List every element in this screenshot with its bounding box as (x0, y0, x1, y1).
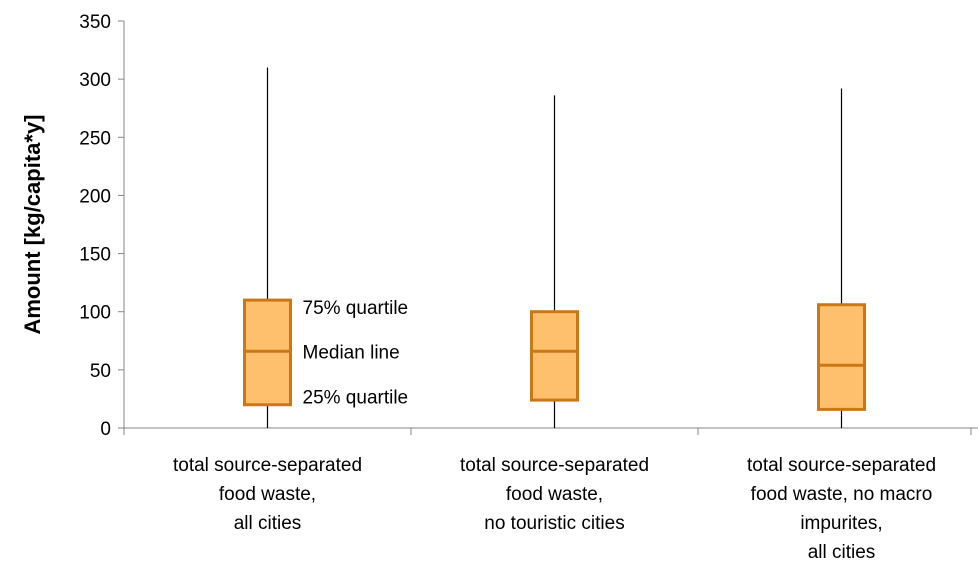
category-label: total source-separated food waste, all cit… (173, 455, 362, 534)
box-item (243, 67, 292, 428)
box-item (817, 88, 866, 428)
y-tick-label: 50 (90, 361, 111, 382)
category-label: total source-separated food waste, no tour… (460, 455, 649, 534)
y-tick-label: 100 (79, 303, 111, 324)
annotations: 75% quartile Median line 25% quartile (303, 298, 409, 409)
y-axis: 0 50 100 150 200 250 300 350 (79, 12, 125, 440)
box-item (530, 95, 579, 428)
y-tick-label: 250 (79, 128, 111, 149)
annotation-median: Median line (303, 342, 400, 363)
y-axis-label: Amount [kg/capita*y] (20, 114, 45, 334)
boxes (243, 67, 866, 428)
annotation-q1: 25% quartile (303, 388, 409, 409)
y-tick-label: 300 (79, 70, 111, 91)
y-tick-label: 350 (79, 12, 111, 33)
box-iqr (530, 310, 579, 402)
x-axis: total source-separated food waste, all cit… (123, 427, 978, 563)
box-iqr (817, 303, 866, 411)
annotation-q3: 75% quartile (303, 298, 409, 319)
y-tick-label: 150 (79, 245, 111, 266)
category-label: total source-separated food waste, no mac… (747, 455, 936, 563)
y-tick-label: 200 (79, 186, 111, 207)
y-tick-label: 0 (100, 419, 111, 440)
